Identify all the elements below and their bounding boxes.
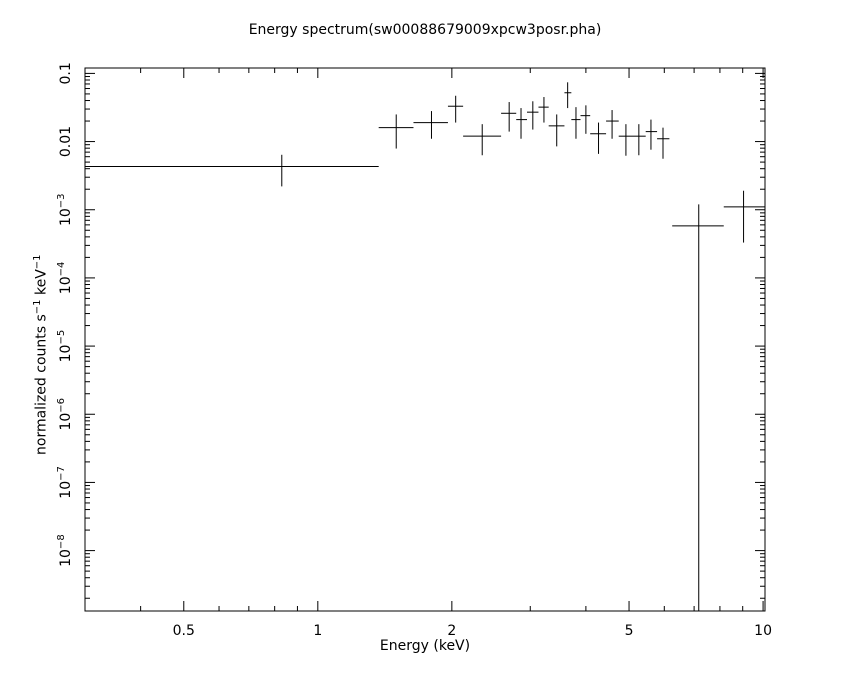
data-point bbox=[590, 122, 607, 154]
y-tick-label: 10−6 bbox=[56, 398, 74, 431]
data-point bbox=[413, 111, 448, 139]
data-point bbox=[606, 110, 619, 139]
y-tick-label: 10−5 bbox=[56, 330, 74, 363]
y-axis-label-mid: keV bbox=[33, 269, 50, 300]
data-point bbox=[564, 82, 572, 109]
data-point bbox=[85, 154, 379, 187]
plot-frame bbox=[84, 67, 766, 612]
x-tick-label: 2 bbox=[447, 623, 456, 639]
y-tick-label: 10−7 bbox=[56, 466, 74, 499]
y-tick-label: 10−4 bbox=[56, 262, 74, 295]
x-tick-label: 5 bbox=[625, 623, 634, 639]
data-point bbox=[538, 97, 549, 123]
y-tick-label: 0.01 bbox=[58, 126, 74, 157]
y-tick-label: 10−3 bbox=[56, 193, 74, 226]
data-point bbox=[548, 114, 565, 147]
data-layer bbox=[85, 82, 765, 611]
ticks-layer: 0.5 1 2 5 10 0.1 0.01 10−3 10−4 10−5 10−6 10−7 10−8 bbox=[56, 62, 772, 639]
y-tick-label: 10−8 bbox=[56, 534, 74, 567]
x-axis-label: Energy (keV) bbox=[379, 638, 471, 654]
x-tick-label: 0.5 bbox=[173, 623, 195, 639]
data-point bbox=[527, 101, 539, 130]
y-axis-label-sup2: −1 bbox=[32, 254, 43, 270]
data-point bbox=[723, 190, 765, 243]
data-point bbox=[571, 107, 581, 139]
chart-title: Energy spectrum(sw00088679009xpcw3posr.p… bbox=[248, 22, 602, 38]
data-point bbox=[501, 102, 517, 132]
data-point bbox=[378, 114, 414, 149]
data-point bbox=[580, 105, 591, 134]
data-point bbox=[672, 204, 724, 611]
x-tick-label: 1 bbox=[313, 623, 322, 639]
data-point bbox=[516, 108, 528, 139]
y-axis-label: normalized counts s−1 keV−1 bbox=[32, 254, 50, 455]
data-point bbox=[618, 124, 633, 156]
data-point bbox=[463, 124, 502, 156]
y-axis-label-sup1: −1 bbox=[32, 299, 43, 315]
data-point bbox=[657, 127, 670, 159]
y-tick-label: 0.1 bbox=[58, 62, 74, 84]
data-point bbox=[645, 119, 658, 150]
data-point bbox=[632, 124, 646, 156]
data-point bbox=[447, 95, 464, 123]
x-tick-label: 10 bbox=[754, 623, 772, 639]
y-axis-label-prefix: normalized counts s bbox=[33, 314, 50, 455]
